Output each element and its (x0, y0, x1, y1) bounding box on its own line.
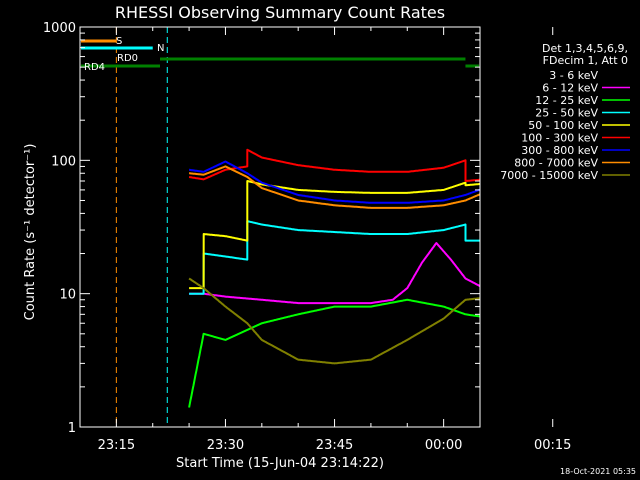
series-group (188, 148, 480, 427)
legend-label-4: 50 - 100 keV (528, 119, 598, 132)
series-line-2 (188, 298, 480, 408)
series-line-6 (188, 160, 480, 204)
x-tick-label-1: 23:30 (207, 438, 244, 453)
series-line-7 (188, 165, 480, 209)
series-line-4 (188, 180, 480, 290)
y-tick-label-3: 1000 (43, 21, 76, 36)
series-line-1 (188, 242, 480, 305)
series-line-3 (188, 220, 480, 295)
legend-header-line-2: FDecim 1, Att 0 (543, 54, 628, 67)
y-tick-label-2: 100 (51, 154, 76, 169)
flag-label-1: N (157, 43, 164, 54)
flag-label-2: RD0 (117, 53, 138, 64)
flag-label-3: RD4 (84, 62, 105, 73)
chart-title: RHESSI Observing Summary Count Rates (115, 3, 445, 22)
x-tick-label-4: 00:15 (534, 438, 571, 453)
legend-label-2: 12 - 25 keV (535, 94, 598, 107)
series-line-5 (188, 148, 480, 182)
series-line-8 (188, 277, 480, 365)
plot-area: SNRD0RD423:1523:3023:4500:0000:1500:3000… (43, 21, 572, 453)
legend-label-7: 800 - 7000 keV (514, 157, 598, 170)
flag-label-0: S (116, 36, 122, 47)
y-tick-label-1: 10 (59, 288, 76, 303)
legend-label-8: 7000 - 15000 keV (500, 169, 598, 182)
legend-label-1: 6 - 12 keV (542, 82, 598, 95)
x-tick-label-2: 23:45 (316, 438, 353, 453)
legend-label-5: 100 - 300 keV (521, 132, 598, 145)
legend-label-6: 300 - 800 keV (521, 144, 598, 157)
series-line-0 (188, 277, 480, 427)
legend-label-3: 25 - 50 keV (535, 107, 598, 120)
legend-header-line-1: Det 1,3,4,5,6,9, (542, 42, 628, 55)
x-tick-label-0: 23:15 (98, 438, 135, 453)
legend-label-0: 3 - 6 keV (549, 69, 598, 82)
y-axis-label: Count Rate (s⁻¹ detector⁻¹) (23, 144, 38, 321)
y-tick-label-0: 1 (68, 421, 76, 436)
footer-timestamp: 18-Oct-2021 05:35 (560, 467, 636, 476)
x-tick-label-3: 00:00 (425, 438, 462, 453)
x-axis-label: Start Time (15-Jun-04 23:14:22) (176, 456, 384, 471)
plot-frame (79, 26, 481, 428)
